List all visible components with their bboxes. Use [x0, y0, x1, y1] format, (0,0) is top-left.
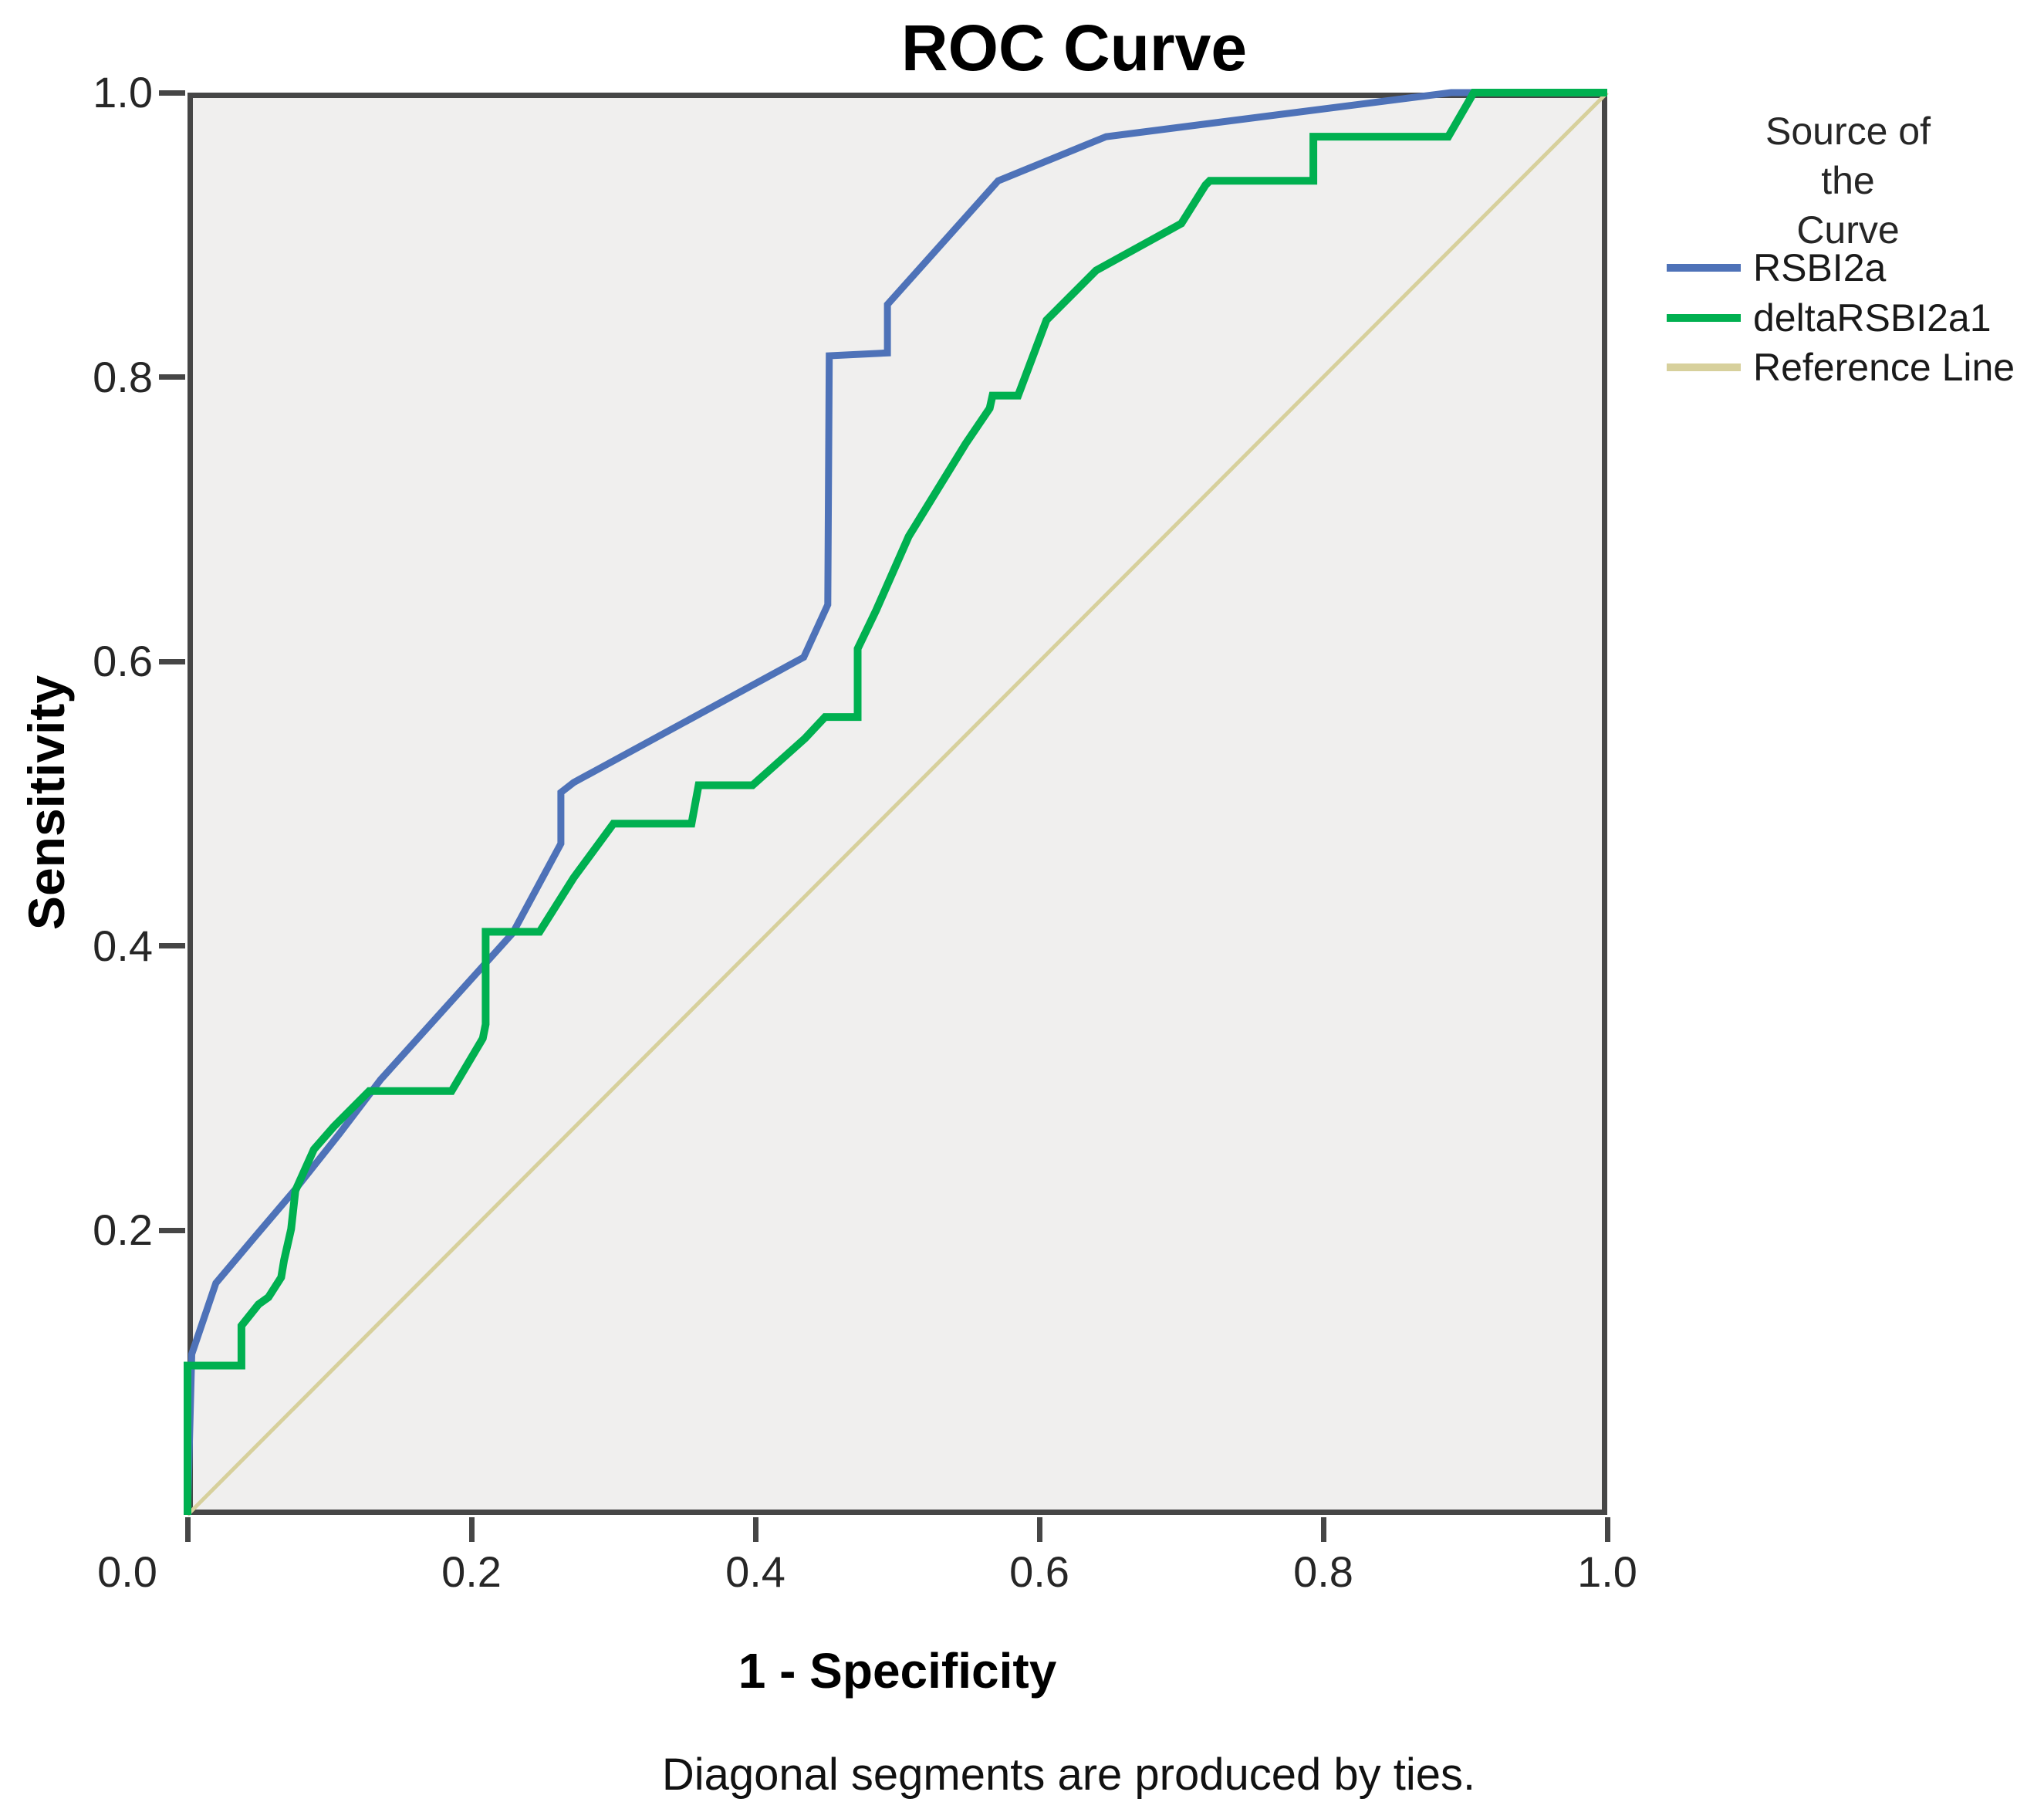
- legend-row-Reference Line: Reference Line: [1667, 345, 2015, 390]
- legend-row-RSBI2a: RSBI2a: [1667, 245, 1886, 290]
- x-tick-label-0.8: 0.8: [1293, 1547, 1353, 1596]
- x-tick-mark-0.0: [184, 1517, 191, 1542]
- x-axis-label: 1 - Specificity: [738, 1643, 1057, 1699]
- y-axis-label: Sensitivity: [18, 675, 75, 931]
- legend-label-RSBI2a: RSBI2a: [1753, 246, 1887, 289]
- x-tick-mark-1.0: [1604, 1517, 1610, 1542]
- x-tick-mark-0.4: [752, 1517, 758, 1542]
- legend-swatch-RSBI2a: [1667, 264, 1741, 272]
- y-tick-mark-0.2: [159, 1227, 185, 1233]
- curve-deltaRSBI2a1: [184, 89, 1607, 1515]
- plot-area: [184, 89, 1609, 1516]
- chart-title: ROC Curve: [900, 12, 1248, 84]
- y-tick-mark-0.4: [159, 943, 185, 949]
- legend-row-deltaRSBI2a1: deltaRSBI2a1: [1667, 296, 1992, 340]
- x-tick-label-0.0: 0.0: [97, 1547, 157, 1596]
- footnote: Diagonal segments are produced by ties.: [661, 1750, 1476, 1800]
- roc-plot-canvas: [184, 89, 1609, 1516]
- legend-swatch-Reference Line: [1667, 363, 1741, 371]
- plot-frame: [188, 93, 1607, 1515]
- y-tick-label-1.0: 1.0: [93, 68, 153, 117]
- y-tick-mark-1.0: [159, 90, 185, 96]
- curve-RSBI2a: [184, 89, 1607, 1516]
- legend-label-deltaRSBI2a1: deltaRSBI2a1: [1753, 296, 1992, 340]
- legend-label-Reference Line: Reference Line: [1753, 346, 2015, 389]
- x-tick-mark-0.8: [1320, 1517, 1326, 1542]
- x-tick-label-1.0: 1.0: [1577, 1547, 1637, 1596]
- curve-Reference Line: [186, 91, 1609, 1516]
- y-tick-label-0.4: 0.4: [93, 921, 153, 970]
- x-tick-label-0.4: 0.4: [725, 1547, 786, 1596]
- x-tick-mark-0.6: [1036, 1517, 1042, 1542]
- y-tick-label-0.2: 0.2: [93, 1205, 153, 1255]
- y-tick-label-0.6: 0.6: [93, 637, 153, 686]
- y-tick-mark-0.8: [159, 374, 185, 380]
- legend-swatch-deltaRSBI2a1: [1667, 314, 1741, 322]
- x-tick-label-0.2: 0.2: [441, 1547, 502, 1596]
- x-tick-mark-0.2: [468, 1517, 475, 1542]
- y-tick-mark-0.6: [159, 658, 185, 664]
- x-tick-label-0.6: 0.6: [1009, 1547, 1069, 1596]
- y-tick-label-0.8: 0.8: [93, 352, 153, 401]
- legend-title: Source of the Curve: [1765, 110, 1931, 252]
